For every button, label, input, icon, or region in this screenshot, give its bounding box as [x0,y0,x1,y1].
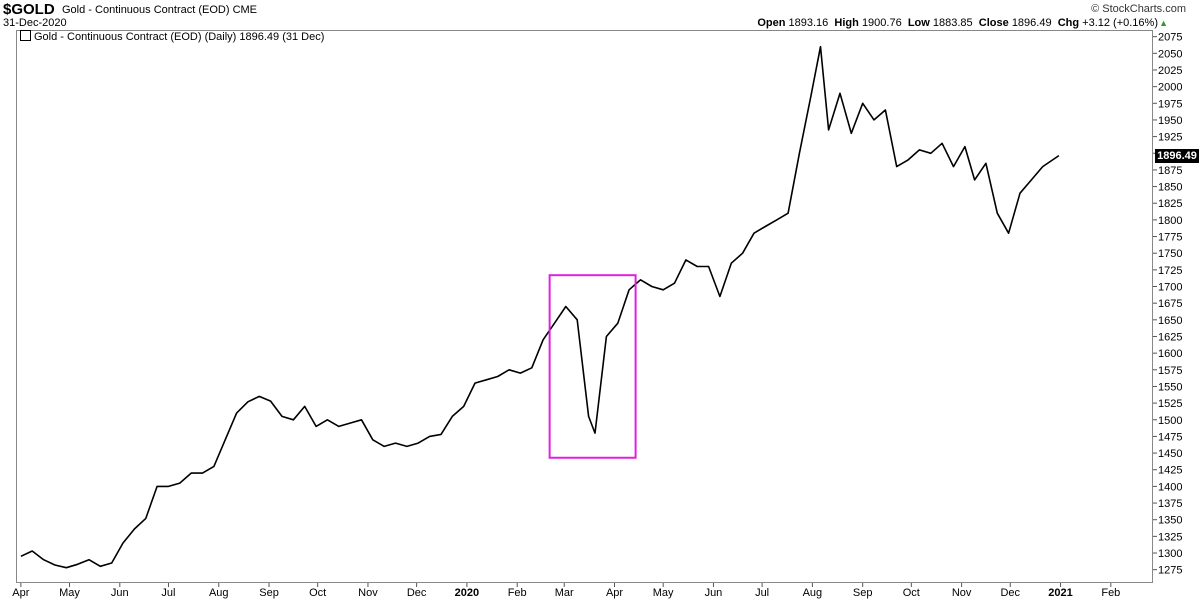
y-tick-label: 1300 [1158,548,1182,560]
y-tick-label: 1850 [1158,182,1182,194]
y-tick-label: 2075 [1158,32,1182,44]
x-tick-label: Apr [606,587,623,599]
y-tick-label: 1525 [1158,398,1182,410]
y-tick-label: 1275 [1158,565,1182,577]
y-tick-label: 1375 [1158,498,1182,510]
y-tick-label: 1925 [1158,132,1182,144]
x-tick-label: Mar [555,587,574,599]
x-tick-label: Dec [407,587,427,599]
x-tick-label: Apr [12,587,29,599]
x-axis: Apr May Jun Jul Aug Sep Oct Nov Dec 2020 Feb Mar Apr… [12,583,1120,599]
y-tick-label: 1700 [1158,282,1182,294]
y-tick-label: 2050 [1158,48,1182,60]
chart-date: 31-Dec-2020 [3,17,67,29]
x-tick-label: Feb [508,587,527,599]
x-tick-label: Jul [161,587,175,599]
y-axis: 1275 1300 1325 1350 1375 1400 1425 1450 1475 1500… [1153,32,1182,577]
y-tick-label: 1575 [1158,365,1182,377]
x-tick-label: Sep [259,587,279,599]
highlight-box [548,274,637,459]
x-tick-label: Jun [705,587,723,599]
y-tick-label: 1800 [1158,215,1182,227]
y-tick-label: 1600 [1158,348,1182,360]
close-label: Close [978,17,1009,29]
highlight-box-group [548,274,637,459]
x-tick-label: Oct [903,587,920,599]
x-tick-label: 2021 [1048,587,1072,599]
symbol-label: $GOLD [3,1,55,18]
open-label: Open [757,17,786,29]
x-tick-label: Feb [1101,587,1120,599]
plot-area[interactable] [16,30,1153,583]
x-tick-label: Nov [358,587,378,599]
x-tick-label: Oct [309,587,326,599]
price-line [20,45,1060,569]
x-tick-label: Jun [111,587,129,599]
y-tick-label: 1775 [1158,232,1182,244]
x-tick-label: May [59,587,80,599]
high-value: 1900.76 [861,17,902,29]
price-series [20,45,1060,569]
y-tick-label: 2025 [1158,65,1182,77]
x-tick-label: Jul [755,587,769,599]
y-tick-label: 1750 [1158,248,1182,260]
chg-label: Chg [1057,17,1080,29]
x-tick-label: Aug [209,587,229,599]
low-value: 1883.85 [932,17,973,29]
y-tick-label: 1325 [1158,531,1182,543]
chg-value: +3.12 (+0.16%) [1082,17,1158,29]
x-tick-label: May [653,587,674,599]
high-label: High [834,17,859,29]
chart-header: $GOLD Gold - Continuous Contract (EOD) C… [0,0,1200,30]
stockcharts-logo[interactable]: © StockCharts.com [1091,3,1186,15]
up-arrow-icon: ▲ [1159,18,1168,28]
y-tick-label: 1425 [1158,465,1182,477]
y-tick-label: 1625 [1158,331,1182,343]
open-value: 1893.16 [788,17,829,29]
x-tick-label: Sep [853,587,873,599]
y-tick-label: 1350 [1158,515,1182,527]
y-tick-label: 1950 [1158,115,1182,127]
y-tick-label: 1825 [1158,198,1182,210]
x-tick-label: Aug [803,587,823,599]
legend-text: Gold - Continuous Contract (EOD) (Daily)… [34,31,325,43]
y-tick-label: 1875 [1158,165,1182,177]
y-tick-label: 1975 [1158,98,1182,110]
x-tick-label: Nov [952,587,972,599]
y-tick-label: 1475 [1158,431,1182,443]
y-tick-label: 1725 [1158,265,1182,277]
symbol-description: Gold - Continuous Contract (EOD) CME [62,4,258,16]
y-tick-label: 2000 [1158,82,1182,94]
y-tick-label: 1550 [1158,381,1182,393]
y-tick-label: 1500 [1158,415,1182,427]
y-tick-label: 1650 [1158,315,1182,327]
ohlc-readout: Open 1893.16 High 1900.76 Low 1883.85 Cl… [757,17,1158,29]
y-tick-label: 1400 [1158,481,1182,493]
x-tick-label: 2020 [455,587,479,599]
low-label: Low [907,17,930,29]
series-legend: Gold - Continuous Contract (EOD) (Daily)… [20,30,324,43]
y-tick-label: 1450 [1158,448,1182,460]
legend-swatch [20,30,31,41]
y-tick-label: 1675 [1158,298,1182,310]
close-value: 1896.49 [1011,17,1052,29]
last-price-tag: 1896.49 [1155,148,1199,163]
x-tick-label: Dec [1000,587,1020,599]
